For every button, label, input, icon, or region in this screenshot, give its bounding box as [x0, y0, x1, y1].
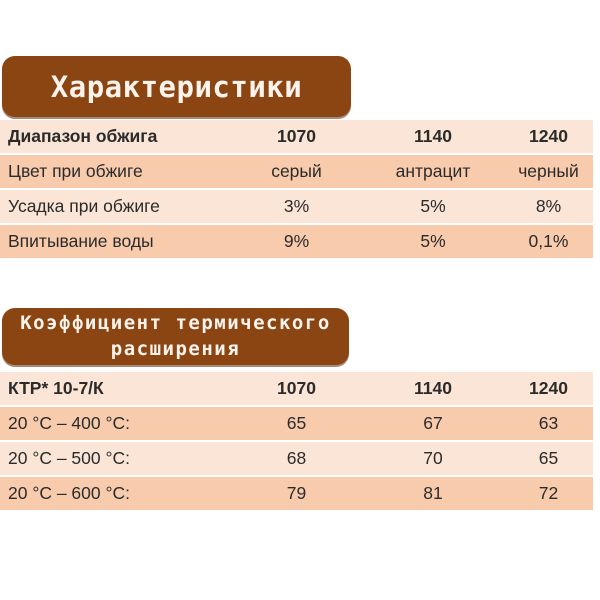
cell-value: 1140 — [414, 378, 452, 398]
cell-value: 8% — [535, 196, 562, 216]
table-row-header: КТР* 10-7/К 1070 1140 1240 — [0, 372, 593, 405]
cell-value: 1240 — [529, 378, 568, 398]
cell-value: серый — [271, 161, 322, 181]
table-row: Цвет при обжиге серый антрацит черный — [0, 155, 593, 188]
table-row: 20 °C – 500 °C: 68 70 65 — [0, 442, 593, 475]
cell-value: 68 — [286, 448, 307, 468]
cell-value: 3% — [283, 196, 310, 216]
table-row: Усадка при обжиге 3% 5% 8% — [0, 190, 593, 223]
characteristics-table: Диапазон обжига 1070 1140 1240 Цвет при … — [0, 120, 593, 260]
section2-title-line1: Коэффициент термического — [20, 311, 331, 334]
cell-value: 70 — [423, 448, 443, 468]
section2-title-box: Коэффициент термического расширения — [2, 308, 349, 365]
section2-title-line2: расширения — [110, 337, 241, 360]
table-row-header: Диапазон обжига 1070 1140 1240 — [0, 120, 593, 153]
section1-title: Характеристики — [50, 69, 303, 104]
cell-value: 5% — [420, 231, 446, 251]
row-label: Впитывание воды — [8, 231, 154, 251]
cell-value: 65 — [286, 413, 307, 433]
table-row: 20 °C – 400 °C: 65 67 63 — [0, 407, 593, 440]
section1-title-box: Характеристики — [2, 56, 351, 117]
row-label: КТР* 10-7/К — [8, 378, 104, 398]
cell-value: 5% — [420, 196, 446, 216]
row-label: Усадка при обжиге — [8, 196, 160, 216]
row-label: 20 °C – 600 °C: — [8, 483, 130, 503]
cell-value: 79 — [286, 483, 307, 503]
cell-value: 1070 — [277, 378, 316, 398]
table-row: Впитывание воды 9% 5% 0,1% — [0, 225, 593, 258]
row-label: Цвет при обжиге — [8, 161, 143, 181]
cell-value: 72 — [538, 483, 559, 503]
cell-value: 65 — [538, 448, 559, 468]
cell-value: 1140 — [414, 126, 452, 146]
cell-value: 9% — [283, 231, 310, 251]
row-label: Диапазон обжига — [8, 126, 158, 146]
cell-value: 63 — [538, 413, 559, 433]
cell-value: 0,1% — [528, 231, 569, 251]
cell-value: 1070 — [277, 126, 316, 146]
cell-value: антрацит — [395, 161, 471, 181]
thermal-expansion-table: КТР* 10-7/К 1070 1140 1240 20 °C – 400 °… — [0, 372, 593, 512]
cell-value: черный — [518, 161, 579, 181]
cell-value: 81 — [423, 483, 443, 503]
cell-value: 1240 — [529, 126, 568, 146]
table-row: 20 °C – 600 °C: 79 81 72 — [0, 477, 593, 510]
cell-value: 67 — [423, 413, 443, 433]
row-label: 20 °C – 400 °C: — [8, 413, 130, 433]
row-label: 20 °C – 500 °C: — [8, 448, 130, 468]
